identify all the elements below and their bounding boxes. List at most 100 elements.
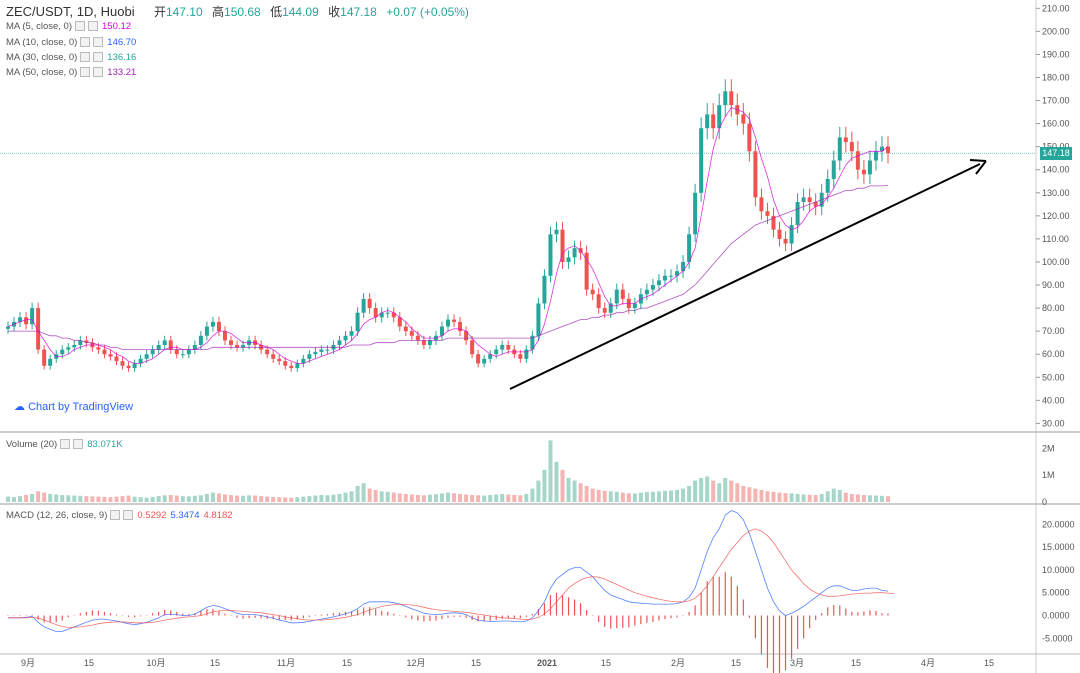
tradingview-branding[interactable]: ☁ Chart by TradingView [14, 400, 133, 413]
close-icon[interactable] [88, 21, 98, 32]
macd-histogram-bar [242, 615, 244, 619]
close-icon[interactable] [123, 510, 134, 521]
close-icon[interactable] [93, 67, 104, 78]
volume-bar [433, 494, 438, 502]
macd-histogram-bar [549, 594, 552, 616]
candle [222, 331, 227, 341]
x-tick-label: 10月 [146, 658, 165, 668]
volume-bar [886, 496, 890, 502]
candle [446, 319, 450, 327]
macd-histogram-bar [447, 615, 449, 618]
macd-histogram-bar [658, 615, 660, 621]
macd-histogram-bar [851, 611, 853, 616]
volume-bar [584, 485, 589, 502]
candle [494, 349, 499, 355]
volume-bar [446, 492, 450, 502]
volume-bar [578, 483, 583, 502]
volume-bar [96, 496, 101, 502]
macd-histogram-bar [320, 614, 323, 616]
macd-histogram-bar [85, 611, 87, 616]
y-tick-label: 110.00 [1042, 234, 1069, 244]
candle [488, 354, 493, 359]
candle [66, 347, 71, 350]
candle [620, 289, 625, 299]
volume-tick-label: 1M [1042, 470, 1055, 480]
macd-histogram-bar [616, 615, 618, 629]
volume-bar [506, 494, 511, 502]
volume-bar [807, 494, 812, 502]
settings-icon[interactable] [60, 439, 71, 450]
close-icon[interactable] [73, 439, 84, 450]
close-icon[interactable] [93, 37, 104, 48]
volume-bar [518, 495, 523, 502]
candle [150, 349, 155, 355]
macd-legend[interactable]: MACD (12, 26, close, 9) 0.5292 5.3474 4.818… [6, 510, 233, 521]
ma50-legend[interactable]: MA (50, close, 0) 133.21 [6, 67, 136, 78]
candle [295, 363, 300, 369]
candle [807, 197, 812, 203]
candle [379, 312, 384, 318]
candle [650, 285, 655, 290]
volume-bar [180, 496, 185, 502]
candle [403, 326, 408, 332]
ma10-legend[interactable]: MA (10, close, 0) 146.70 [6, 37, 136, 48]
volume-bar [572, 480, 577, 502]
settings-icon[interactable] [80, 52, 91, 63]
candle [777, 229, 782, 239]
macd-histogram-bar [284, 615, 286, 621]
settings-icon[interactable] [75, 21, 85, 32]
settings-icon[interactable] [80, 37, 91, 48]
candle [421, 340, 426, 345]
macd-histogram-bar [766, 615, 769, 668]
y-tick-label: 150.00 [1042, 142, 1070, 152]
x-tick-label: 11月 [277, 658, 295, 668]
volume-bar [409, 494, 414, 502]
close-icon[interactable] [93, 52, 104, 63]
macd-histogram-bar [200, 610, 202, 616]
volume-bar [132, 496, 137, 502]
macd-histogram-bar [543, 603, 546, 616]
candle [566, 257, 571, 262]
candle [156, 344, 161, 350]
settings-icon[interactable] [110, 510, 121, 521]
candle [168, 340, 173, 350]
macd-histogram-bar [628, 615, 630, 628]
candle [801, 197, 806, 203]
volume-bar [60, 495, 65, 502]
volume-bar [699, 477, 704, 502]
volume-bar [397, 493, 402, 502]
y-tick-label: 120.00 [1042, 211, 1070, 221]
candle [711, 114, 716, 129]
candle [120, 361, 125, 366]
candle [24, 317, 29, 325]
macd-histogram-bar [857, 612, 859, 616]
candle [867, 160, 872, 175]
symbol-label[interactable]: ZEC/USDT, 1D, Huobi [6, 4, 135, 19]
volume-bar [72, 495, 77, 502]
volume-bar [602, 490, 607, 502]
ma30-legend[interactable]: MA (30, close, 0) 136.16 [6, 52, 136, 63]
macd-tick-label: -5.0000 [1042, 633, 1073, 643]
macd-histogram-bar [399, 615, 401, 616]
volume-bar [6, 496, 10, 502]
candle [307, 354, 312, 359]
macd-histogram-bar [724, 572, 726, 616]
settings-icon[interactable] [80, 67, 91, 78]
candle [542, 275, 547, 304]
volume-bar [289, 497, 294, 502]
y-tick-label: 50.00 [1042, 372, 1065, 382]
volume-legend[interactable]: Volume (20) 83.071K [6, 439, 123, 450]
macd-histogram-bar [477, 615, 479, 622]
volume-bar [24, 495, 29, 502]
macd-histogram-bar [363, 607, 365, 616]
macd-tick-label: 5.0000 [1042, 588, 1070, 598]
macd-histogram-bar [338, 612, 341, 616]
volume-bar [705, 476, 710, 502]
ma5-legend[interactable]: MA (5, close, 0) 150.12 [6, 21, 131, 32]
candle [458, 321, 463, 332]
volume-bar [590, 488, 595, 502]
volume-bar [379, 491, 384, 502]
macd-histogram-bar [61, 615, 63, 621]
macd-histogram-bar [67, 615, 69, 618]
